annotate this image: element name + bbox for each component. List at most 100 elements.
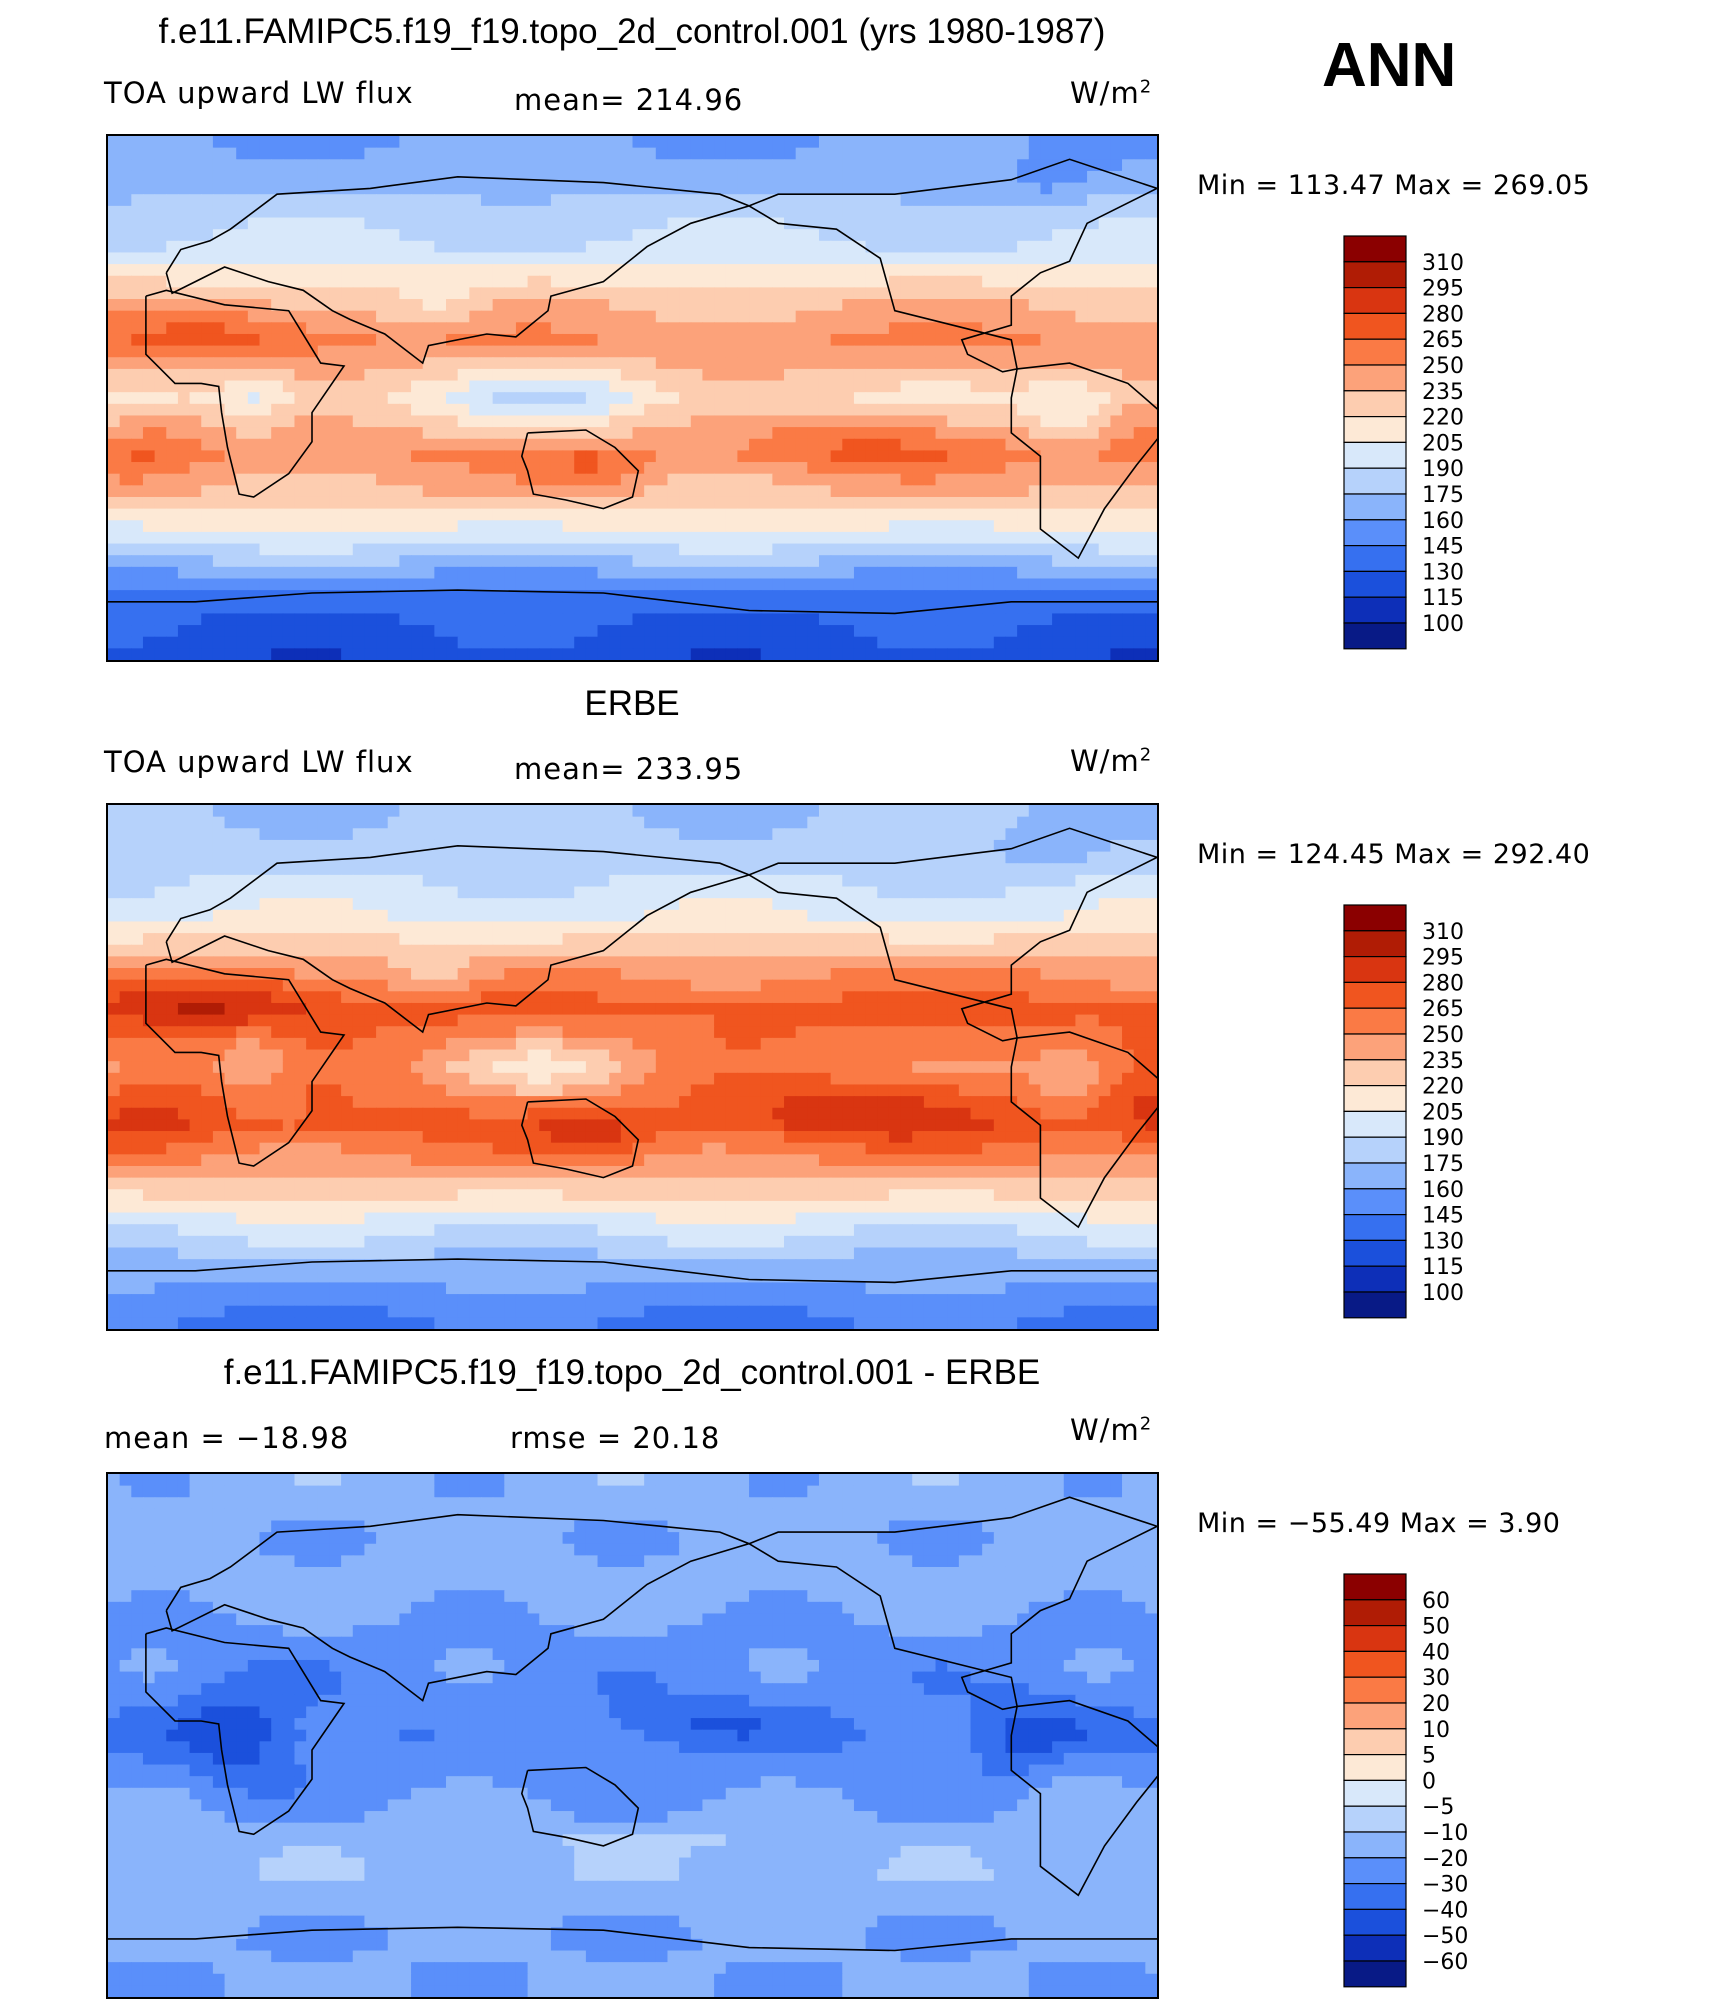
field-cell [1040,816,1053,829]
field-cell [341,194,354,207]
field-cell [702,508,715,521]
field-cell [1040,136,1053,149]
field-cell [842,566,855,580]
field-cell [1122,898,1135,911]
field-cell [142,898,156,911]
field-cell [714,816,727,829]
field-cell [982,170,995,184]
field-cell [154,485,167,498]
field-cell [900,322,913,335]
field-cell [1017,450,1030,463]
field-cell [341,275,354,288]
field-cell [935,805,948,818]
field-cell [177,613,191,626]
field-cell [912,636,925,649]
field-cell [236,427,249,440]
field-cell [749,275,762,288]
field-cell [912,462,925,475]
field-cell [1005,438,1018,451]
field-cell [877,438,890,451]
field-cell [119,648,132,660]
field-cell [1052,636,1065,649]
field-cell [830,543,843,556]
field-cell [1110,333,1123,347]
field-cell [574,392,587,405]
field-cell [504,240,517,254]
field-cell [1063,828,1077,841]
field-cell [212,462,226,475]
colorbar-tick-label: 160 [1422,509,1464,534]
field-cell [655,874,669,888]
field-cell [1017,392,1030,405]
field-cell [958,828,972,841]
field-cell [1122,287,1135,300]
field-cell [760,839,773,853]
field-cell [550,194,564,207]
field-cell [585,485,599,498]
field-cell [737,368,750,382]
field-cell [970,543,983,556]
field-cell [865,555,878,568]
field-cell [900,909,913,923]
field-cell [119,531,132,545]
field-cell [1063,543,1077,556]
field-cell [504,322,517,335]
field-cell [993,508,1007,521]
field-cell [306,485,319,498]
field-cell [515,543,529,556]
field-cell [224,863,237,876]
field-cell [539,851,552,864]
field-cell [189,217,202,230]
field-cell [749,427,762,440]
field-cell [527,136,540,149]
field-cell [282,345,296,358]
field-cell [609,566,622,580]
field-cell [784,310,797,323]
field-cell [1098,886,1111,899]
field-cell [947,543,960,556]
field-cell [679,147,692,160]
field-cell [212,886,226,899]
field-cell [306,333,319,347]
field-cell [236,147,249,160]
field-cell [224,217,237,230]
field-cell [935,275,948,288]
field-cell [679,566,692,580]
field-cell [306,287,319,300]
field-cell [900,874,913,888]
field-cell [399,601,412,615]
field-cell [411,613,424,626]
field-cell [795,805,808,818]
field-cell [259,194,272,207]
field-cell [714,863,727,876]
field-cell [888,462,902,475]
field-cell [539,531,552,545]
field-cell [224,520,237,533]
field-cell [212,194,226,207]
field-cell [492,170,505,184]
colorbar-box-1 [1343,261,1407,289]
field-cell [329,159,342,172]
field-cell [282,462,296,475]
field-cell [970,909,983,923]
field-cell [900,170,913,184]
field-cell [306,380,319,393]
field-cell [690,299,704,312]
field-cell [1075,531,1088,545]
field-cell [177,886,191,899]
field-cell [842,392,855,405]
field-cell [842,322,855,335]
field-cell [317,828,331,841]
field-cell [830,299,843,312]
field-cell [271,839,284,853]
field-cell [399,816,412,829]
field-cell [236,625,249,638]
field-cell [480,159,494,172]
field-cell [655,886,669,899]
field-cell [294,194,307,207]
field-cell [818,863,832,876]
field-cell [1063,170,1077,184]
field-cell [411,531,424,545]
field-cell [1028,648,1042,660]
field-cell [574,159,587,172]
